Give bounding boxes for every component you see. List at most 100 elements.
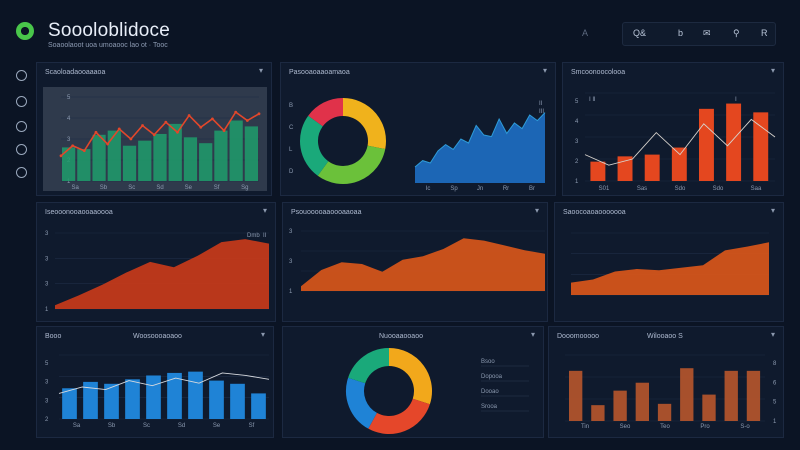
app-logo[interactable] [16, 22, 34, 40]
notifications-button[interactable]: ⚲ [733, 28, 740, 38]
pie-slice [300, 115, 329, 176]
area-fill [55, 239, 269, 309]
bar [726, 103, 742, 181]
top-toolbar: Q& b ✉ ⚲ R [622, 22, 776, 46]
panel-title: Saoocoaoaooooooa [563, 209, 626, 216]
panel-menu-icon[interactable]: ▾ [534, 206, 539, 215]
bar [188, 371, 203, 419]
y-tick-label: 3 [45, 256, 49, 262]
area-fill [415, 112, 545, 183]
y-tick-label: 2 [575, 159, 579, 165]
panel-title: Iseooonooaooaaoooa [45, 209, 113, 216]
y-tick-label: 1 [289, 289, 293, 295]
legend-label: II [539, 101, 543, 107]
bar [92, 134, 106, 181]
bar [569, 370, 583, 421]
panel-menu-icon[interactable]: ▾ [258, 66, 263, 75]
series-line [58, 372, 270, 394]
bar [746, 370, 761, 421]
panel-menu-icon[interactable]: ▾ [770, 330, 775, 339]
panel-8: Nuooaaooaoo ▾ Bsoo Dopooa Dooao Srooa [282, 326, 544, 438]
y-tick-label: 1 [773, 419, 777, 425]
x-tick-label: Sas [637, 186, 647, 192]
panel-title: Pasooaoaaoamaoa [289, 69, 350, 76]
header-search-glyph[interactable]: A [582, 28, 589, 38]
x-tick-label: Sc [128, 185, 135, 191]
panel-menu-icon[interactable]: ▾ [770, 206, 775, 215]
bar [644, 154, 660, 181]
legend-label: II [263, 233, 267, 239]
panel-title: Psouooooaaoooaaoaa [291, 209, 362, 216]
legend-label: III [539, 109, 544, 115]
y-tick-label: 8 [773, 361, 777, 367]
mail-button[interactable]: ✉ [703, 28, 711, 38]
y-tick-label: 3 [67, 137, 71, 143]
panel-title: Dooomooooo [557, 333, 600, 340]
x-tick-label: Jn [477, 186, 483, 192]
x-tick-label: Sc [143, 423, 150, 429]
bar [107, 130, 121, 181]
x-tick-label: Br [529, 186, 535, 192]
bar [146, 375, 161, 419]
chart-icon[interactable] [16, 96, 27, 107]
bar [702, 394, 716, 421]
panel-menu-icon[interactable]: ▾ [542, 66, 547, 75]
x-tick-label: S01 [599, 186, 610, 192]
bar [613, 390, 627, 421]
y-tick-label: B [289, 103, 293, 109]
home-icon[interactable] [16, 70, 27, 81]
data-point [117, 127, 121, 131]
data-point [152, 133, 156, 137]
y-tick-label: 3 [45, 231, 49, 237]
x-tick-label: Ic [426, 186, 431, 192]
data-point [222, 129, 226, 132]
series-line [584, 118, 776, 166]
bar [635, 382, 649, 421]
panel-1: Scaoloadaooaaaoa ▾ 54321SaSbScSdSeSfSg [36, 62, 272, 196]
y-tick-label: D [289, 169, 294, 175]
y-tick-label: C [289, 125, 294, 131]
panel-title: Booo [45, 333, 62, 340]
data-point [176, 130, 179, 134]
refresh-button[interactable]: b [678, 28, 684, 38]
pie-slice [308, 98, 344, 127]
bar [62, 147, 76, 181]
data-point [211, 117, 214, 121]
y-tick-label: 3 [289, 229, 293, 235]
data-point [141, 124, 144, 127]
alert-icon[interactable] [16, 144, 27, 155]
area-chart [571, 232, 769, 296]
bar [724, 370, 738, 421]
bar [680, 368, 694, 421]
panel-5: Psouooooaaoooaaoaa ▾ 3 3 1 [282, 202, 548, 322]
legend-label: Ⅰ [735, 97, 737, 103]
report-icon[interactable] [16, 121, 27, 132]
gear-icon[interactable] [16, 167, 27, 178]
panel-menu-icon[interactable]: ▾ [260, 330, 265, 339]
x-tick-label: Sa [73, 423, 81, 429]
user-button[interactable]: R [761, 28, 768, 38]
pie-slice [388, 348, 432, 405]
legend-label: Srooa [481, 404, 498, 410]
panel-menu-icon[interactable]: ▾ [530, 330, 535, 339]
panel-menu-icon[interactable]: ▾ [770, 66, 775, 75]
data-point [59, 154, 63, 158]
legend-label: Dopooa [481, 374, 503, 380]
bar [77, 149, 91, 181]
data-point [129, 137, 133, 141]
app-subtitle: Soaoolaoot uoa umoaooc lao ot · Tooc [48, 42, 168, 49]
x-tick-label: Sp [450, 186, 458, 192]
data-point [187, 114, 191, 117]
bar [209, 380, 224, 419]
panel-menu-icon[interactable]: ▾ [262, 206, 267, 215]
pie-slice [368, 398, 430, 434]
x-tick-label: Tin [581, 424, 589, 430]
search-button[interactable]: Q& [633, 28, 647, 38]
x-tick-label: Pro [700, 424, 710, 430]
x-tick-label: Sb [108, 423, 116, 429]
y-tick-label: 3 [45, 380, 49, 386]
pie-slice [346, 377, 378, 429]
bar [199, 143, 213, 181]
panel-7: Booo Woosoooaoaoo ▾ 5 3 3 2 Sa Sb Sc Sd Se Sf [36, 326, 274, 438]
panel-title: Scaoloadaooaaaoa [45, 69, 106, 76]
